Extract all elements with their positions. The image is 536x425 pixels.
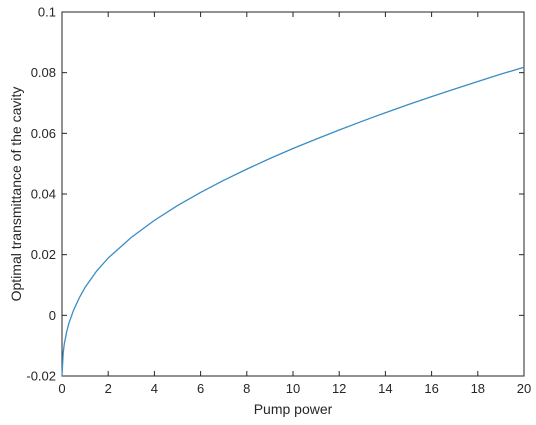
y-tick-label: 0.02: [31, 247, 56, 262]
x-tick-label: 10: [286, 381, 300, 396]
x-tick-label: 8: [243, 381, 250, 396]
x-tick-label: 4: [151, 381, 158, 396]
x-axis-label: Pump power: [254, 401, 333, 417]
x-tick-label: 0: [58, 381, 65, 396]
x-axis-ticks: 0 2 4 6 8 10 12 14 16 18 20: [58, 12, 531, 396]
x-tick-label: 12: [332, 381, 346, 396]
y-tick-label: 0.08: [31, 65, 56, 80]
y-tick-label: -0.02: [26, 369, 56, 384]
y-tick-label: 0.06: [31, 126, 56, 141]
y-tick-label: 0.1: [38, 5, 56, 20]
plot-area: [61, 11, 525, 377]
x-tick-label: 18: [471, 381, 485, 396]
x-tick-label: 14: [378, 381, 392, 396]
y-tick-label: 0: [49, 308, 56, 323]
y-axis-label: Optimal transmittance of the cavity: [8, 87, 24, 302]
y-axis-ticks: -0.02 0 0.02 0.04 0.06 0.08 0.1: [26, 5, 524, 384]
axes-box: [61, 11, 525, 377]
series-line: [61, 66, 525, 377]
x-tick-label: 20: [517, 381, 531, 396]
x-tick-label: 6: [197, 381, 204, 396]
series-layer: [61, 66, 525, 377]
y-tick-label: 0.04: [31, 187, 56, 202]
x-tick-label: 2: [105, 381, 112, 396]
x-tick-label: 16: [424, 381, 438, 396]
